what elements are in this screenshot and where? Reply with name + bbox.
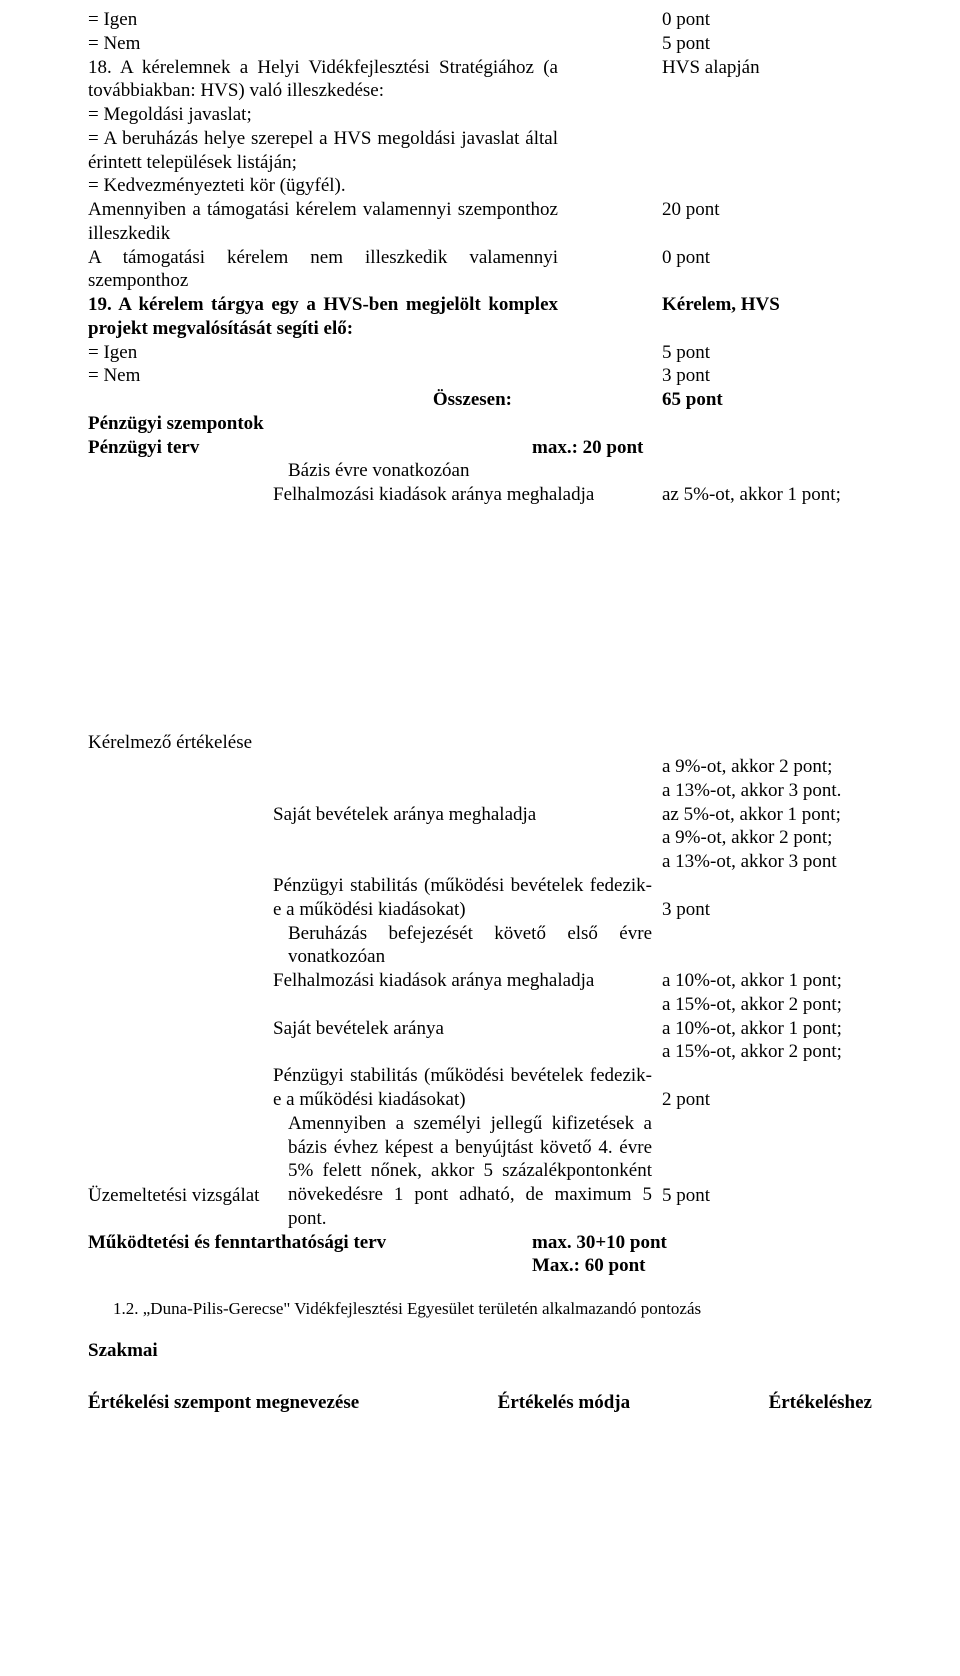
q18-line-4: = Kedvezményezteti kör (ügyfél). <box>88 174 558 198</box>
footer-columns: Értékelési szempont megnevezése Értékelé… <box>88 1391 872 1415</box>
igen-label: = Igen <box>88 8 652 32</box>
footer-left: Szakmai <box>88 1339 872 1363</box>
bazis-title: Bázis évre vonatkozóan <box>273 459 652 483</box>
mukod-max2: Max.: 60 pont <box>532 1254 872 1278</box>
penzugyi-heading1: Pénzügyi szempontok <box>88 412 872 436</box>
p15: a 15%-ot, akkor 2 pont; <box>652 993 872 1017</box>
stabil1: Pénzügyi stabilitás (működési bevételek … <box>273 874 652 922</box>
kerelmezo-mid-col: Bázis évre vonatkozóan Felhalmozási kiad… <box>273 459 652 507</box>
q19-total-score: 65 pont <box>652 388 872 412</box>
q19-nem-row: = Nem 3 pont <box>88 364 872 388</box>
stabil1-score: 3 pont <box>652 874 872 922</box>
p13b: a 13%-ot, akkor 3 pont <box>652 850 872 874</box>
uzem-score: 5 pont <box>652 1112 872 1208</box>
sajat2-row: Saját bevételek aránya a 10%-ot, akkor 1… <box>88 1017 872 1041</box>
q19-row: 19. A kérelem tárgya egy a HVS-ben megje… <box>88 293 872 341</box>
kerelmezo-score-col: az 5%-ot, akkor 1 pont; <box>652 459 872 507</box>
igen-score: 0 pont <box>652 8 872 32</box>
mukod-row2: Max.: 60 pont <box>88 1254 872 1278</box>
kerelmezo-block: Kérelmező értékelése Bázis évre vonatkoz… <box>88 459 872 755</box>
mukod-row: Működtetési és fenntarthatósági terv max… <box>88 1231 872 1255</box>
q18-line-6: A támogatási kérelem nem illeszkedik val… <box>88 246 558 294</box>
stabil2-score: 2 pont <box>652 1064 872 1112</box>
kerelmezo-label: Kérelmező értékelése <box>88 731 273 755</box>
p9-row: a 9%-ot, akkor 2 pont; <box>88 755 872 779</box>
p10b: a 10%-ot, akkor 1 pont; <box>652 1017 872 1041</box>
q18-score-0: 0 pont <box>652 246 872 270</box>
nem-label: = Nem <box>88 32 652 56</box>
p13a: a 13%-ot, akkor 3 pont. <box>652 779 872 803</box>
footer-col2: Értékelés módja <box>498 1391 630 1415</box>
p5: az 5%-ot, akkor 1 pont; <box>662 483 872 507</box>
q18-line-5: Amennyiben a támogatási kérelem valamenn… <box>88 198 558 246</box>
beruhazas-row: Beruházás befejezését követő első évre v… <box>88 922 872 970</box>
footer-col1: Értékelési szempont megnevezése <box>88 1391 359 1415</box>
felh2: Felhalmozási kiadások aránya meghaladja <box>273 969 652 993</box>
q19-igen-label: = Igen <box>88 341 652 365</box>
q18-row-5: Amennyiben a támogatási kérelem valamenn… <box>88 198 872 246</box>
q18-row-6: A támogatási kérelem nem illeszkedik val… <box>88 246 872 294</box>
uzem-row: Üzemeltetési vizsgálat Amennyiben a szem… <box>88 1112 872 1231</box>
penzugyi-heading2: Pénzügyi terv <box>88 436 532 460</box>
penzugyi-heading2-max: max.: 20 pont <box>532 436 872 460</box>
q19-igen-row: = Igen 5 pont <box>88 341 872 365</box>
q19-igen-score: 5 pont <box>652 341 872 365</box>
mukod-label: Működtetési és fenntarthatósági terv <box>88 1231 532 1255</box>
footnote: 1.2. „Duna-Pilis-Gerecse" Vidékfejleszté… <box>88 1298 872 1319</box>
q19-total-label: Összesen: <box>88 388 652 412</box>
igen-row: = Igen 0 pont <box>88 8 872 32</box>
p13b-row: a 13%-ot, akkor 3 pont <box>88 850 872 874</box>
felh-label: Felhalmozási kiadások aránya meghaladja <box>273 483 652 507</box>
uzem-text: Amennyiben a személyi jellegű kifizetése… <box>273 1112 652 1231</box>
sajat1: Saját bevételek aránya meghaladja <box>273 803 652 827</box>
q18-line-2: = Megoldási javaslat; <box>88 103 558 127</box>
q18-row-1: 18. A kérelemnek a Helyi Vidékfejlesztés… <box>88 56 872 104</box>
penzugyi-heading2-row: Pénzügyi terv max.: 20 pont <box>88 436 872 460</box>
nem-row: = Nem 5 pont <box>88 32 872 56</box>
sajat2: Saját bevételek aránya <box>273 1017 652 1041</box>
q18-line-1: 18. A kérelemnek a Helyi Vidékfejlesztés… <box>88 56 558 104</box>
q18-line-3: = A beruházás helye szerepel a HVS megol… <box>88 127 558 175</box>
p10: a 10%-ot, akkor 1 pont; <box>652 969 872 993</box>
p15b: a 15%-ot, akkor 2 pont; <box>652 1040 872 1064</box>
beruhazas-title: Beruházás befejezését követő első évre v… <box>273 922 652 970</box>
stabil2: Pénzügyi stabilitás (működési bevételek … <box>273 1064 652 1112</box>
q18-hvs-label: HVS alapján <box>652 56 872 80</box>
uzem-label: Üzemeltetési vizsgálat <box>88 1112 273 1208</box>
nem-score: 5 pont <box>652 32 872 56</box>
p9b: a 9%-ot, akkor 2 pont; <box>652 826 872 850</box>
q18-score-20: 20 pont <box>652 198 872 222</box>
q19-nem-label: = Nem <box>88 364 652 388</box>
q19-text: 19. A kérelem tárgya egy a HVS-ben megje… <box>88 293 558 341</box>
stabil1-row: Pénzügyi stabilitás (működési bevételek … <box>88 874 872 922</box>
p15b-row: a 15%-ot, akkor 2 pont; <box>88 1040 872 1064</box>
sajat1-row: Saját bevételek aránya meghaladja az 5%-… <box>88 803 872 827</box>
felh-row: Felhalmozási kiadások aránya meghaladja <box>273 483 652 507</box>
p9b-row: a 9%-ot, akkor 2 pont; <box>88 826 872 850</box>
q19-total-row: Összesen: 65 pont <box>88 388 872 412</box>
footer-col3: Értékeléshez <box>769 1391 872 1415</box>
kerelmezo-label-col: Kérelmező értékelése <box>88 459 273 755</box>
p15-row: a 15%-ot, akkor 2 pont; <box>88 993 872 1017</box>
mukod-max1: max. 30+10 pont <box>532 1231 872 1255</box>
p13a-row: a 13%-ot, akkor 3 pont. <box>88 779 872 803</box>
q19-label: Kérelem, HVS <box>652 293 872 317</box>
felh2-row: Felhalmozási kiadások aránya meghaladja … <box>88 969 872 993</box>
p9: a 9%-ot, akkor 2 pont; <box>652 755 872 779</box>
stabil2-row: Pénzügyi stabilitás (működési bevételek … <box>88 1064 872 1112</box>
q19-nem-score: 3 pont <box>652 364 872 388</box>
p5b: az 5%-ot, akkor 1 pont; <box>652 803 872 827</box>
